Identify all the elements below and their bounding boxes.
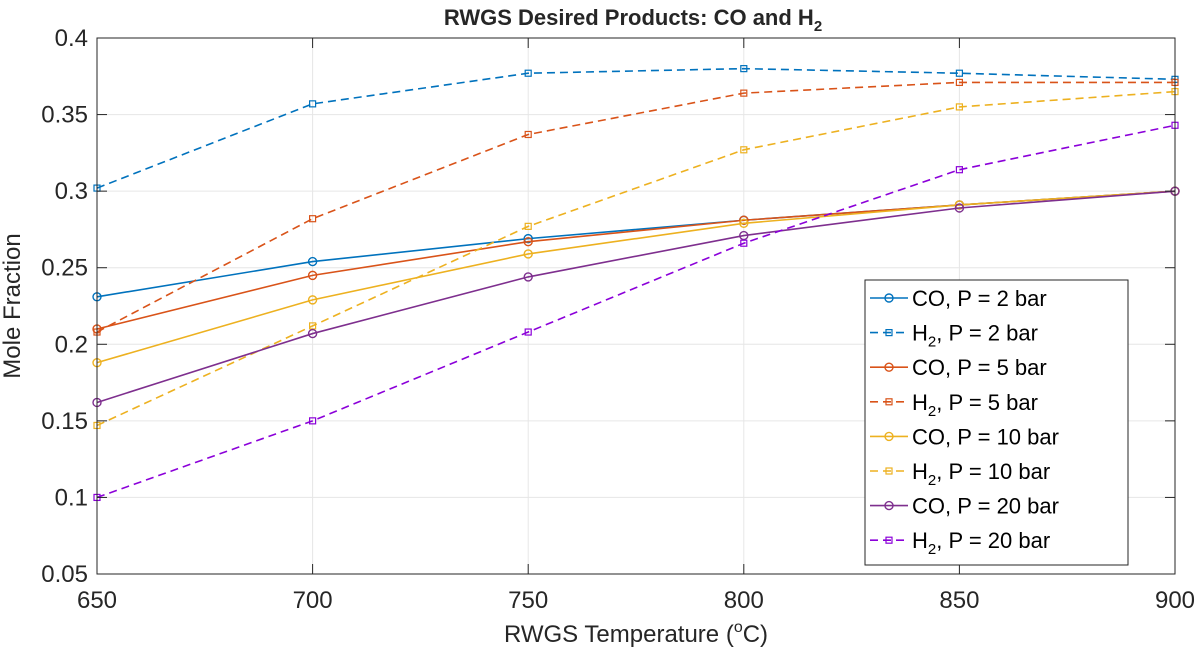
y-tick-label: 0.3 — [55, 178, 88, 205]
x-tick-label: 650 — [77, 587, 117, 614]
legend-label: CO, P = 20 bar — [912, 494, 1059, 519]
data-point — [523, 272, 533, 282]
data-point — [740, 89, 748, 97]
data-point — [739, 218, 749, 229]
data-point — [740, 146, 748, 154]
x-axis-label: RWGS Temperature (oC) — [504, 619, 768, 648]
data-point — [954, 203, 965, 213]
legend-entry: H2, P = 2 bar — [870, 321, 1038, 351]
legend-marker — [885, 329, 893, 337]
data-point — [955, 78, 964, 87]
y-tick-label: 0.05 — [41, 561, 88, 588]
series-line — [96, 190, 1176, 404]
series-line — [96, 124, 1176, 499]
y-tick-labels: 0.05 0.1 0.15 0.2 0.25 0.3 0.35 0.4 — [41, 25, 88, 588]
series-line — [96, 67, 1176, 189]
data-point — [739, 215, 749, 225]
data-point — [524, 130, 532, 139]
y-tick-label: 0.1 — [55, 484, 88, 511]
data-point — [740, 65, 748, 73]
legend-label: CO, P = 2 bar — [912, 286, 1047, 311]
legend-label: H2, P = 10 bar — [912, 459, 1050, 489]
data-point — [307, 256, 318, 267]
legend-entry: CO, P = 10 bar — [870, 424, 1059, 449]
series-line — [96, 90, 1176, 427]
chart-title: RWGS Desired Products: CO and H2 — [444, 5, 822, 35]
y-tick-label: 0.35 — [41, 102, 88, 129]
data-point — [309, 215, 317, 223]
data-point — [309, 100, 317, 108]
legend-marker — [885, 467, 893, 475]
legend-label: H2, P = 5 bar — [912, 390, 1038, 420]
data-point — [307, 328, 318, 339]
y-tick-label: 0.25 — [41, 255, 88, 282]
legend-entry: CO, P = 2 bar — [870, 286, 1047, 311]
legend-marker — [884, 362, 894, 372]
legend-marker — [884, 500, 894, 511]
legend-marker — [884, 293, 894, 303]
x-tick-label: 800 — [724, 587, 764, 614]
series-layer — [92, 65, 1180, 502]
data-point — [523, 249, 533, 259]
axes-box — [96, 37, 1176, 575]
data-point — [523, 236, 533, 247]
legend-label: CO, P = 5 bar — [912, 355, 1047, 380]
y-axis-label: Mole Fraction — [0, 233, 26, 378]
x-tick-labels: 650 700 750 800 850 900 — [77, 587, 1195, 614]
data-point — [524, 69, 532, 77]
data-point — [309, 417, 317, 425]
y-tick-label: 0.15 — [41, 408, 88, 435]
data-point — [955, 103, 964, 111]
data-point — [523, 233, 533, 244]
legend-marker — [884, 431, 894, 442]
data-point — [524, 222, 532, 230]
tick-marks — [96, 37, 1176, 575]
legend-box — [864, 279, 1129, 566]
legend-entry: CO, P = 5 bar — [870, 355, 1047, 380]
legend: CO, P = 2 bar H2, P = 2 bar CO, P = 5 bar H… — [864, 279, 1129, 566]
data-point — [524, 328, 532, 336]
legend-label: CO, P = 10 bar — [912, 424, 1059, 449]
legend-entry: H2, P = 20 bar — [870, 528, 1050, 558]
legend-entry: H2, P = 5 bar — [870, 390, 1038, 420]
data-point — [740, 239, 748, 247]
data-point — [307, 270, 318, 281]
data-point — [954, 200, 965, 210]
x-tick-label: 900 — [1155, 587, 1195, 614]
series-line — [96, 81, 1175, 333]
data-point — [307, 295, 318, 305]
legend-label: H2, P = 2 bar — [912, 321, 1038, 351]
y-tick-label: 0.2 — [55, 331, 88, 358]
legend-marker — [885, 536, 893, 544]
legend-label: H2, P = 20 bar — [912, 528, 1050, 558]
legend-entry: H2, P = 10 bar — [870, 459, 1050, 489]
legend-entry: CO, P = 20 bar — [870, 494, 1059, 519]
data-point — [739, 230, 749, 241]
x-tick-label: 700 — [293, 587, 333, 614]
data-point — [955, 166, 964, 174]
x-tick-label: 750 — [508, 587, 548, 614]
series-line — [96, 190, 1176, 364]
y-tick-label: 0.4 — [55, 25, 88, 52]
legend-marker — [885, 398, 893, 406]
data-point — [955, 69, 964, 77]
x-tick-label: 850 — [939, 587, 979, 614]
